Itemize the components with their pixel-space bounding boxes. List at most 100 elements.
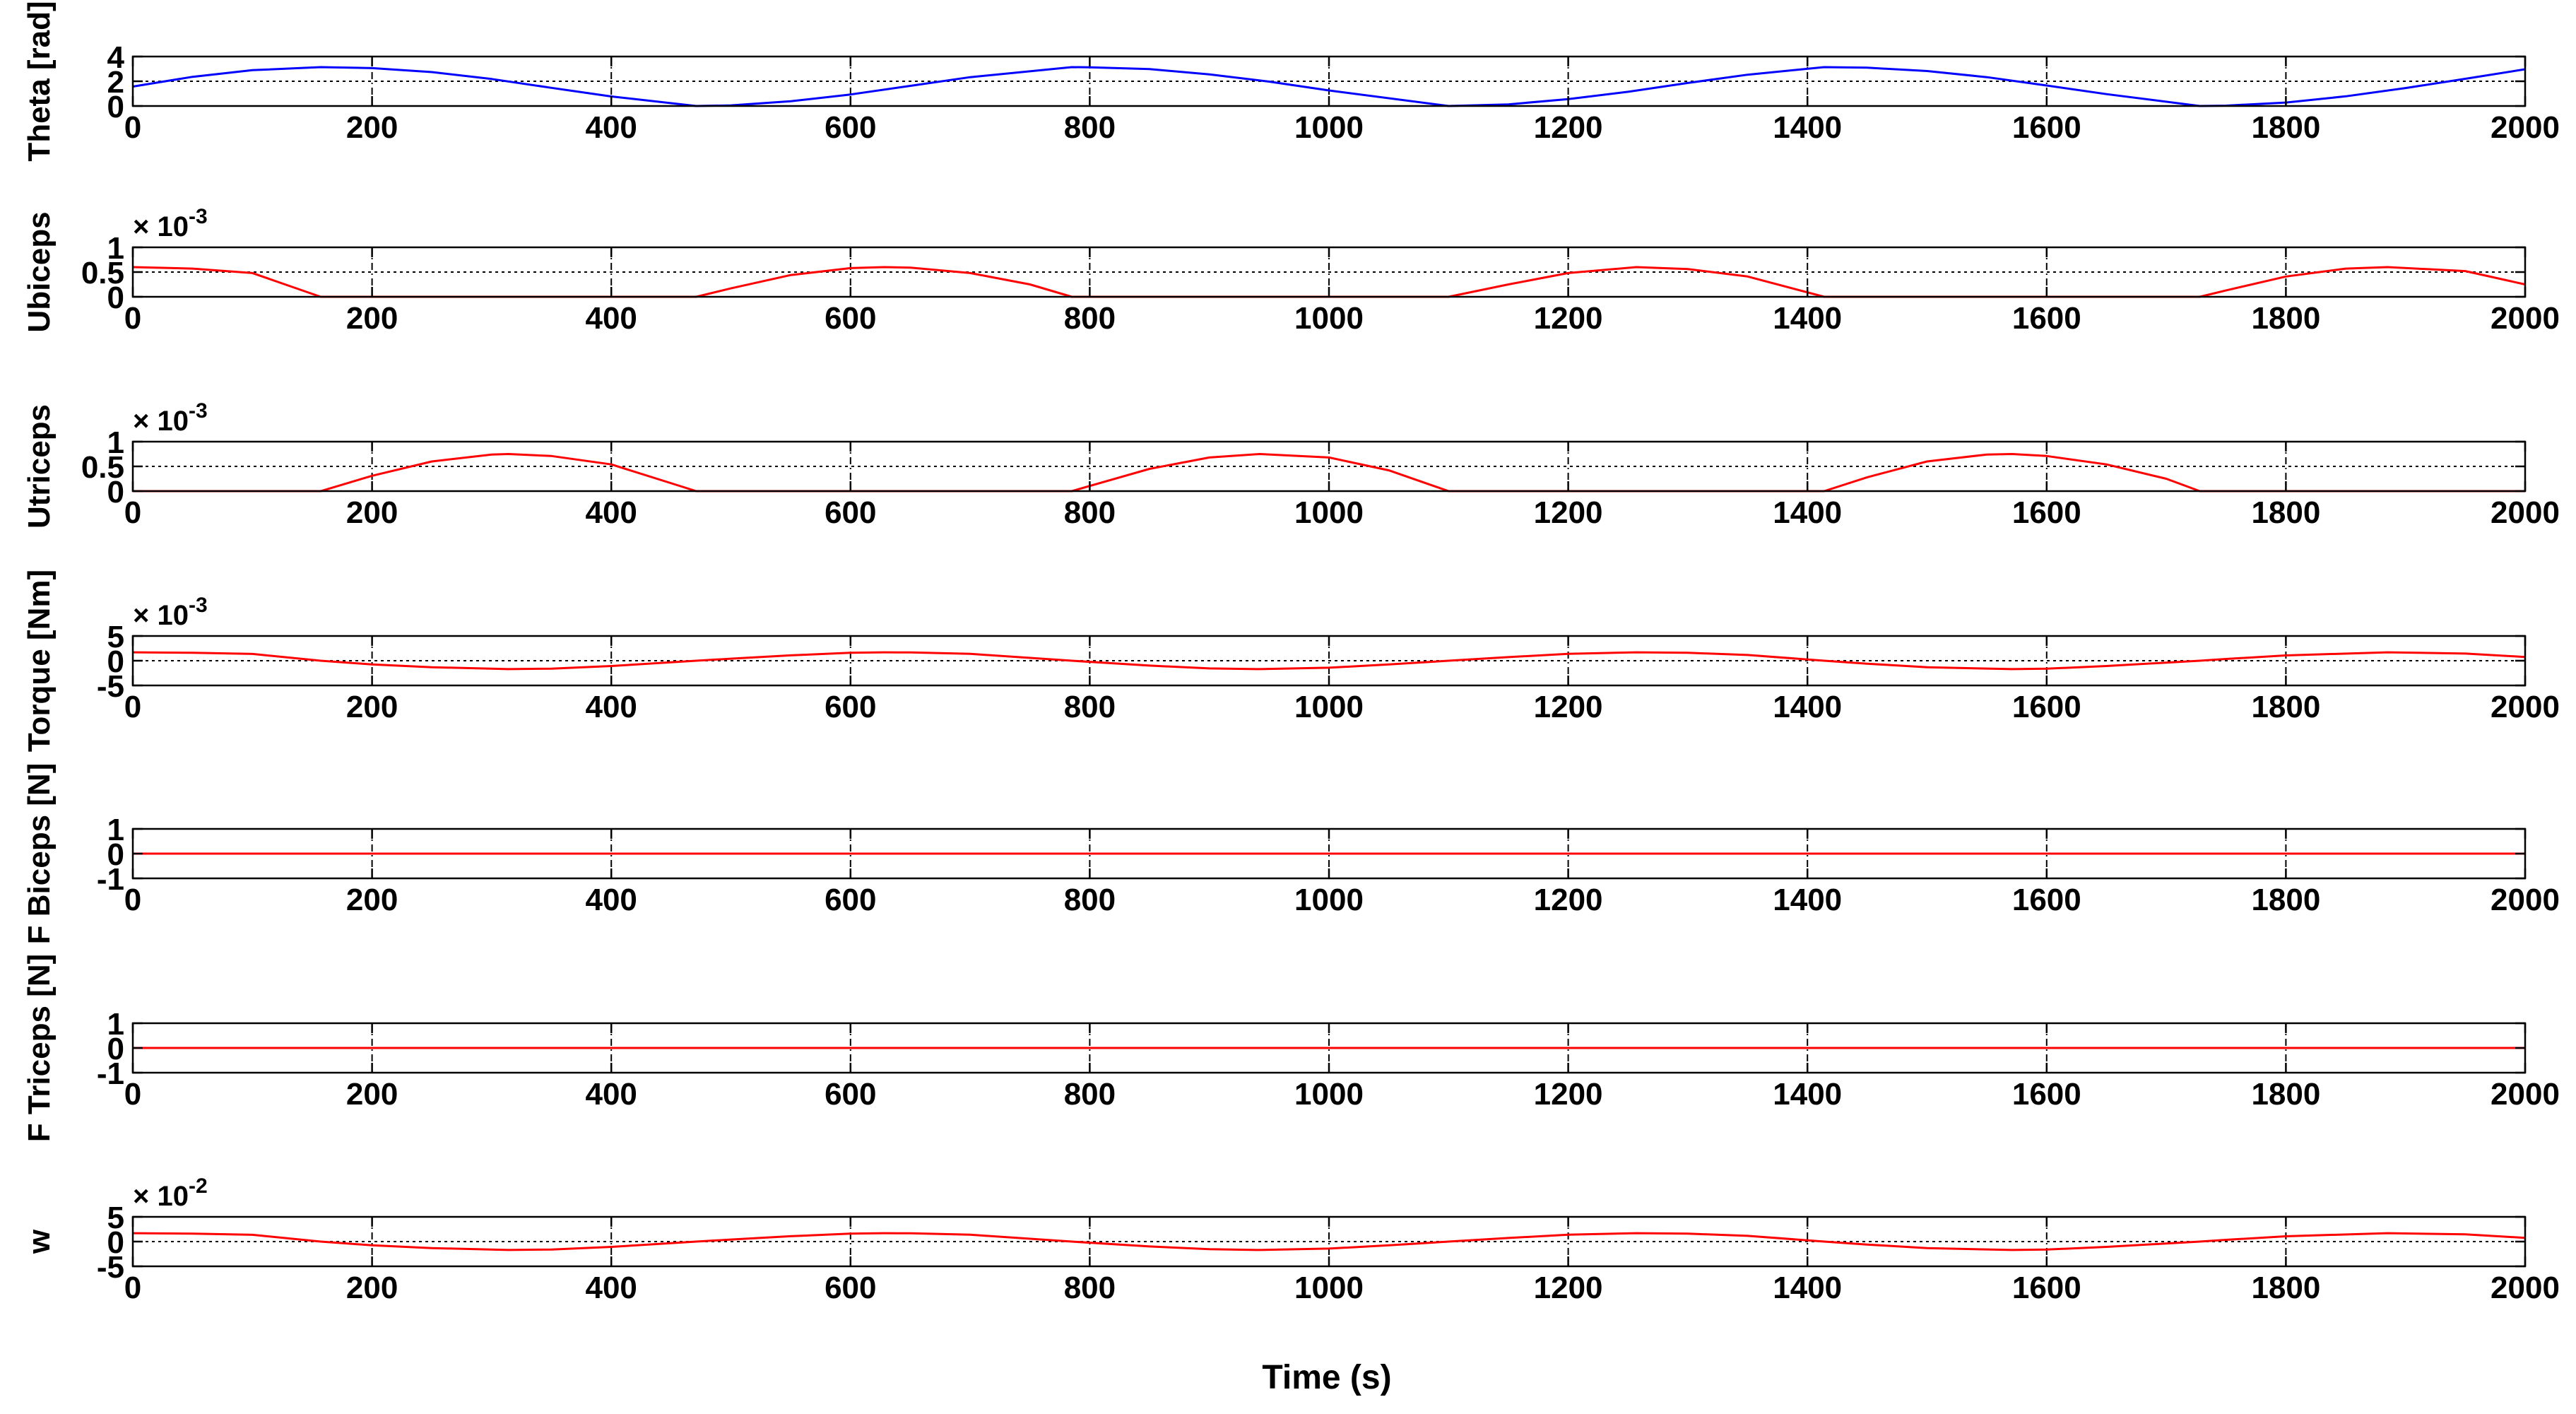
y-tick-label: -1: [97, 862, 124, 897]
y-tick-label: 0: [107, 281, 124, 315]
subplot-3: 0 200 400 600 800 1000 1200 1400 1600 1800 2000 00.…: [22, 399, 2560, 530]
y-tick-label: 1: [107, 425, 124, 460]
x-tick-label: 1000: [1294, 1271, 1364, 1305]
x-tick-label: 800: [1064, 301, 1116, 336]
y-axis-label: Theta [rad]: [22, 1, 57, 161]
x-tick-label: 1200: [1534, 495, 1603, 530]
series-line-1: [132, 66, 2526, 107]
y-tick-label: 0.5: [81, 256, 124, 290]
x-tick-label: 1000: [1294, 883, 1364, 917]
y-tick-label: 0.5: [81, 450, 124, 485]
x-tick-label: 600: [825, 1077, 876, 1112]
x-tick-label: 1600: [2012, 110, 2081, 145]
x-tick-label: 800: [1064, 1077, 1116, 1112]
x-tick-label: 600: [825, 1271, 876, 1305]
y-axis-label: F Triceps [N]: [22, 954, 57, 1143]
axis-exponent-label: × 10-3: [133, 399, 208, 437]
x-tick-label: 600: [825, 883, 876, 917]
x-tick-label: 200: [346, 301, 398, 336]
x-tick-label: 1000: [1294, 301, 1364, 336]
y-tick-label: -5: [97, 1250, 124, 1285]
x-tick-label: 1600: [2012, 1271, 2081, 1305]
series-line-1: [133, 453, 2525, 493]
subplot-2: 0 200 400 600 800 1000 1200 1400 1600 1800 2000 00.…: [22, 205, 2560, 336]
y-tick-label: 0: [107, 1225, 124, 1260]
x-tick-label: 600: [825, 495, 876, 530]
x-tick-label: 2000: [2491, 495, 2560, 530]
x-tick-label: 1400: [1773, 1077, 1842, 1112]
x-tick-label: 600: [825, 690, 876, 724]
x-tick-label: 400: [585, 883, 637, 917]
y-tick-label: 5: [107, 620, 124, 654]
x-tick-label: 400: [585, 1271, 637, 1305]
x-tick-label: 0: [124, 301, 141, 336]
x-tick-label: 1000: [1294, 1077, 1364, 1112]
x-tick-label: 600: [825, 110, 876, 145]
y-tick-label: 0: [107, 90, 124, 124]
x-tick-label: 1200: [1534, 301, 1603, 336]
x-tick-label: 200: [346, 690, 398, 724]
x-tick-label: 1000: [1294, 495, 1364, 530]
y-axis-label: Torque [Nm]: [22, 570, 57, 752]
x-tick-label: 1800: [2251, 690, 2320, 724]
subplot-1: 0 200 400 600 800 1000 1200 1400 1600 1800 2000 024…: [22, 1, 2560, 161]
y-tick-label: 5: [107, 1201, 124, 1235]
x-tick-label: 800: [1064, 495, 1116, 530]
x-tick-label: 0: [124, 495, 141, 530]
x-tick-label: 1000: [1294, 110, 1364, 145]
x-tick-label: 1800: [2251, 495, 2320, 530]
x-tick-label: 400: [585, 1077, 637, 1112]
x-tick-label: 2000: [2491, 301, 2560, 336]
x-tick-label: 1200: [1534, 110, 1603, 145]
x-tick-label: 800: [1064, 883, 1116, 917]
x-tick-label: 1800: [2251, 301, 2320, 336]
series-line-1: [132, 1232, 2526, 1251]
axis-exponent-label: × 10-3: [133, 205, 208, 242]
x-tick-label: 400: [585, 110, 637, 145]
y-tick-label: 1: [107, 813, 124, 847]
axis-exponent-label: × 10-3: [133, 594, 208, 631]
x-tick-label: 2000: [2491, 883, 2560, 917]
x-tick-label: 800: [1064, 110, 1116, 145]
subplot-6: 0 200 400 600 800 1000 1200 1400 1600 1800 2000 -10…: [22, 954, 2560, 1143]
x-tick-label: 0: [124, 1077, 141, 1112]
y-tick-label: -5: [97, 669, 124, 704]
x-tick-label: 200: [346, 883, 398, 917]
x-tick-label: 1800: [2251, 1271, 2320, 1305]
x-tick-label: 0: [124, 110, 141, 145]
y-axis-label: F Biceps [N]: [22, 763, 57, 945]
y-tick-label: 0: [107, 1032, 124, 1066]
y-tick-label: 0: [107, 475, 124, 509]
x-tick-label: 200: [346, 1077, 398, 1112]
x-tick-label: 2000: [2491, 1271, 2560, 1305]
axis-exponent-label: × 10-2: [133, 1174, 208, 1212]
x-tick-label: 1400: [1773, 1271, 1842, 1305]
x-tick-label: 200: [346, 110, 398, 145]
x-tick-label: 1400: [1773, 495, 1842, 530]
x-tick-label: 400: [585, 495, 637, 530]
y-tick-label: 0: [107, 644, 124, 679]
y-axis-label: w: [22, 1229, 57, 1254]
x-tick-label: 2000: [2491, 1077, 2560, 1112]
x-tick-label: 1200: [1534, 1271, 1603, 1305]
x-axis-label: Time (s): [1262, 1359, 1391, 1396]
x-tick-label: 400: [585, 690, 637, 724]
x-tick-label: 1800: [2251, 883, 2320, 917]
y-axis-label: Utriceps: [22, 404, 57, 529]
x-tick-label: 1400: [1773, 301, 1842, 336]
x-tick-label: 1200: [1534, 883, 1603, 917]
y-tick-label: 1: [107, 231, 124, 266]
y-tick-label: 1: [107, 1007, 124, 1042]
x-tick-label: 1000: [1294, 690, 1364, 724]
x-tick-label: 1600: [2012, 883, 2081, 917]
x-tick-label: 1200: [1534, 690, 1603, 724]
x-tick-label: 1600: [2012, 301, 2081, 336]
subplot-stack: 0 200 400 600 800 1000 1200 1400 1600 1800 2000024…: [22, 1, 2560, 1305]
x-tick-label: 0: [124, 690, 141, 724]
x-tick-label: 1600: [2012, 690, 2081, 724]
x-tick-label: 200: [346, 495, 398, 530]
x-tick-label: 600: [825, 301, 876, 336]
y-tick-label: 4: [107, 40, 125, 75]
x-tick-label: 1600: [2012, 1077, 2081, 1112]
